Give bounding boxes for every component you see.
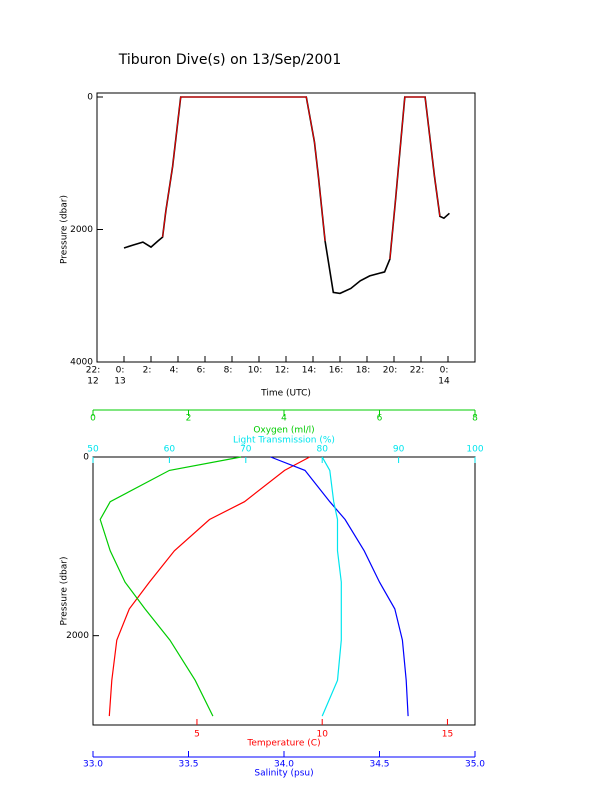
x-tick-label: 4 xyxy=(281,414,287,424)
profile-line xyxy=(99,456,242,717)
x-tick-date: 13 xyxy=(114,377,125,387)
x-tick-label: 80 xyxy=(316,445,328,455)
x-tick-label: 35.0 xyxy=(465,760,485,770)
x-tick-label: 4: xyxy=(170,366,179,376)
x-tick-label: 34.0 xyxy=(274,760,294,770)
x-tick-label: 22: xyxy=(410,366,424,376)
x-tick-label: 90 xyxy=(393,445,405,455)
x-tick-label: 0 xyxy=(90,414,96,424)
x-tick-label: 10: xyxy=(248,366,262,376)
x-tick-label: 10 xyxy=(316,730,328,740)
y-tick-label: 0 xyxy=(87,93,93,103)
x-tick-label: 8 xyxy=(472,414,478,424)
x-tick-label: 0: xyxy=(116,366,125,376)
x-axis-label: Light Transmission (%) xyxy=(233,436,335,446)
y-axis-label: Pressure (dbar) xyxy=(60,557,70,626)
x-tick-label: 2: xyxy=(143,366,152,376)
x-tick-label: 50 xyxy=(87,445,99,455)
x-tick-date: 14 xyxy=(438,377,450,387)
x-tick-label: 12: xyxy=(275,366,289,376)
plot-frame xyxy=(92,456,476,726)
x-tick-label: 14: xyxy=(302,366,316,376)
x-tick-label: 20: xyxy=(383,366,397,376)
y-tick-label: 4000 xyxy=(70,358,93,368)
x-axis-label: Salinity (psu) xyxy=(254,769,313,779)
x-tick-label: 8: xyxy=(224,366,233,376)
y-axis-label: Pressure (dbar) xyxy=(60,195,70,264)
x-axis-label: Time (UTC) xyxy=(260,389,311,399)
x-tick-label: 70 xyxy=(240,445,252,455)
x-axis-label: Temperature (C) xyxy=(246,739,320,749)
x-tick-label: 22: xyxy=(86,366,100,376)
profile-line xyxy=(108,456,310,717)
x-tick-label: 6: xyxy=(197,366,206,376)
x-tick-label: 100 xyxy=(466,445,483,455)
profile-line xyxy=(270,456,409,717)
x-tick-label: 0: xyxy=(440,366,449,376)
x-tick-label: 6 xyxy=(377,414,383,424)
x-tick-label: 34.5 xyxy=(369,760,389,770)
x-tick-label: 33.5 xyxy=(178,760,198,770)
chart-title: Tiburon Dive(s) on 13/Sep/2001 xyxy=(118,52,342,68)
x-tick-label: 15 xyxy=(442,730,453,740)
pressure-line xyxy=(162,96,441,260)
x-tick-label: 33.0 xyxy=(83,760,103,770)
x-tick-date: 12 xyxy=(87,377,98,387)
x-tick-label: 60 xyxy=(164,445,176,455)
x-tick-label: 16: xyxy=(329,366,343,376)
x-tick-label: 18: xyxy=(356,366,370,376)
x-tick-label: 2 xyxy=(186,414,192,424)
pressure-line xyxy=(123,96,450,295)
y-tick-label: 2000 xyxy=(70,225,93,235)
y-tick-label: 0 xyxy=(83,453,89,463)
profile-line xyxy=(321,456,342,717)
y-tick-label: 2000 xyxy=(66,631,89,641)
x-tick-label: 5 xyxy=(194,730,200,740)
plot-frame xyxy=(96,92,476,363)
x-axis-label: Oxygen (ml/l) xyxy=(253,426,314,436)
